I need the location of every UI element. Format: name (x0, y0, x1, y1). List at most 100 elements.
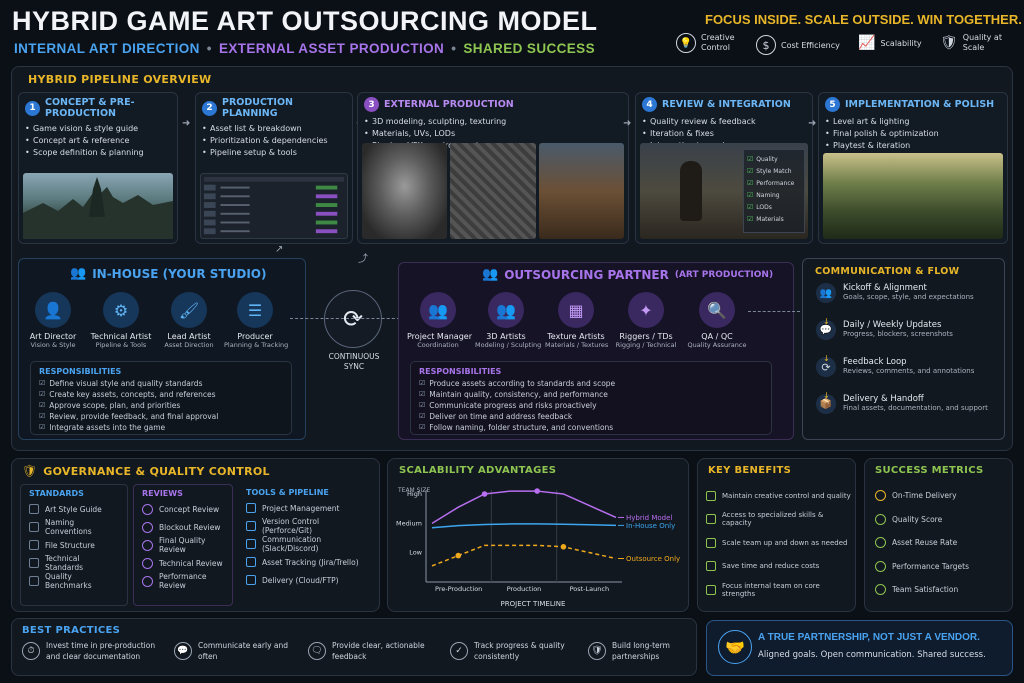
inhouse-responsibilities: RESPONSIBILITIES ☑ Define visual style an… (30, 361, 292, 435)
gear-icon: ⚙ (103, 292, 139, 328)
subtitle: INTERNAL ART DIRECTION • EXTERNAL ASSET … (14, 41, 595, 56)
practices-panel (11, 618, 697, 676)
role-producer: ☰ Producer Planning & Tracking (224, 292, 288, 349)
data-point (455, 552, 462, 559)
x-axis-label: PROJECT TIMELINE (501, 600, 566, 608)
check-circle-icon: ✓ (450, 642, 468, 660)
tools-column: TOOLS & PIPELINE Project Management Vers… (246, 488, 359, 585)
data-point (481, 491, 488, 497)
comm-kickoff: 👥 Kickoff & Alignment Goals, scope, style… (816, 283, 1002, 320)
arrow-right-icon: ➜ (623, 118, 632, 129)
y-axis-label: TEAM SIZE (397, 487, 430, 494)
rig-icon: ✦ (628, 292, 664, 328)
page-title: HYBRID GAME ART OUTSOURCING MODEL (12, 6, 598, 36)
scalability-panel (387, 458, 689, 612)
series-line (431, 544, 617, 567)
character-sculpt-image (362, 143, 448, 239)
practices-list: ⏱ Invest time in pre-production and clear… (22, 640, 692, 672)
role-lead-artist: 🖌 Lead Artist Asset Direction (158, 292, 220, 349)
legend-label: In-House Only (626, 522, 675, 530)
loop-icon: ⟳ (816, 357, 836, 377)
role-qa: 🔍 QA / QC Quality Assurance (686, 292, 748, 349)
subtitle-external: EXTERNAL ASSET PRODUCTION (218, 41, 445, 56)
practice-item: 🗨 Provide clear, actionable feedback (308, 640, 438, 662)
header-badges: 💡 Creative Control $ Cost Efficiency 📈 S… (676, 33, 1021, 59)
governance-panel (11, 458, 380, 612)
subtitle-internal: INTERNAL ART DIRECTION (14, 41, 200, 56)
scalability-title: SCALABILITY ADVANTAGES (399, 465, 557, 476)
house-model-image (538, 143, 624, 239)
dollar-icon: $ (756, 35, 776, 55)
texture-grid-icon: ▦ (558, 292, 594, 328)
reviews-column: REVIEWS Concept Review Blockout Review F… (133, 484, 233, 606)
role-3d-artists: 👥 3D Artists Modeling / Sculpting (475, 292, 541, 349)
partnership-sub: Aligned goals. Open communication. Share… (758, 650, 986, 660)
badge-cost-efficiency: $ Cost Efficiency (756, 35, 840, 55)
team-icon: 👥 (482, 267, 499, 282)
metrics-panel (864, 458, 1013, 612)
governance-title: 🛡 GOVERNANCE & QUALITY CONTROL (22, 464, 270, 478)
comm-feedback: ⟳ Feedback Loop Reviews, comments, and an… (816, 357, 1002, 394)
practice-item: ⏱ Invest time in pre-production and clear… (22, 640, 162, 662)
lightbulb-icon: 💡 (676, 33, 696, 53)
shield-icon: 🛡 (22, 464, 38, 478)
x-tick-label: Production (507, 585, 542, 593)
series-line (431, 490, 617, 524)
role-project-manager: 👥 Project Manager Coordination (407, 292, 472, 349)
asset-list-image (200, 173, 348, 239)
y-tick-label: Low (409, 549, 422, 557)
benefits-list: Maintain creative control and quality Ac… (706, 484, 854, 602)
partner-comm-connector (748, 311, 800, 312)
partner-title: 👥 OUTSOURCING PARTNER (ART PRODUCTION) (482, 267, 774, 282)
sync-label: CONTINUOUS SYNC (328, 352, 380, 371)
team-icon: 👥 (70, 266, 87, 281)
arrow-up-icon: ↗ (275, 244, 284, 255)
comm-arrows: ↓ ↓ ↓ (823, 317, 830, 400)
role-texture-artists: ▦ Texture Artists Materials / Textures (545, 292, 608, 349)
delivery-icon: 📦 (816, 394, 836, 414)
kickoff-icon: 👥 (816, 283, 836, 303)
legend-label: Outsource Only (626, 555, 680, 563)
clock-icon: ⏱ (22, 642, 40, 660)
metrics-list: On-Time Delivery Quality Score Asset Reu… (875, 484, 1009, 602)
badge-scalability: 📈 Scalability (858, 35, 922, 51)
role-technical-artist: ⚙ Technical Artist Pipeline & Tools (90, 292, 152, 349)
handshake-icon: 🤝 (718, 630, 752, 664)
forest-level-image (823, 153, 1003, 239)
engine-review-image: ☑ Quality ☑ Style Match ☑ Performance ☑ Nami… (640, 143, 808, 239)
x-tick-label: Post-Launch (570, 585, 609, 593)
y-tick-label: Medium (396, 519, 422, 527)
badge-creative-control: 💡 Creative Control (676, 33, 737, 53)
tagline: FOCUS INSIDE. SCALE OUTSIDE. WIN TOGETHE… (705, 12, 1022, 27)
arrow-right-icon: ➜ (808, 118, 817, 129)
role-art-director: 👤 Art Director Vision & Style (22, 292, 84, 349)
magnifier-icon: 🔍 (699, 292, 735, 328)
data-point (534, 488, 540, 494)
legend-label: Hybrid Model (626, 514, 672, 522)
review-checklist: ☑ Quality ☑ Style Match ☑ Performance ☑ Nami… (743, 149, 805, 233)
shield-check-icon: 🛡 (940, 35, 958, 51)
comm-updates: 💬 Daily / Weekly Updates Progress, blocke… (816, 320, 1002, 357)
castle-concept-image (23, 173, 173, 239)
brush-icon: 🖌 (171, 292, 207, 328)
comm-steps: 👥 Kickoff & Alignment Goals, scope, style… (816, 283, 1002, 431)
partner-responsibilities: RESPONSIBILITIES ☑ Produce assets accordi… (410, 361, 772, 435)
shield-icon: 🛡 (588, 642, 606, 660)
practice-item: 💬 Communicate early and often (174, 640, 292, 662)
art-director-icon: 👤 (35, 292, 71, 328)
benefits-title: KEY BENEFITS (708, 465, 792, 476)
sculpt-texture-images (362, 143, 624, 239)
partnership-panel (706, 620, 1013, 676)
texture-sheet-image (450, 143, 536, 239)
chat-icon: 💬 (816, 320, 836, 340)
sync-circle: ⟳ (324, 290, 382, 348)
sync-arrows (290, 318, 405, 319)
practice-item: 🛡 Build long-term partnerships (588, 640, 692, 662)
y-tick-label: High (407, 490, 422, 498)
list-icon: ☰ (237, 292, 273, 328)
chat-icon: 💬 (174, 642, 192, 660)
